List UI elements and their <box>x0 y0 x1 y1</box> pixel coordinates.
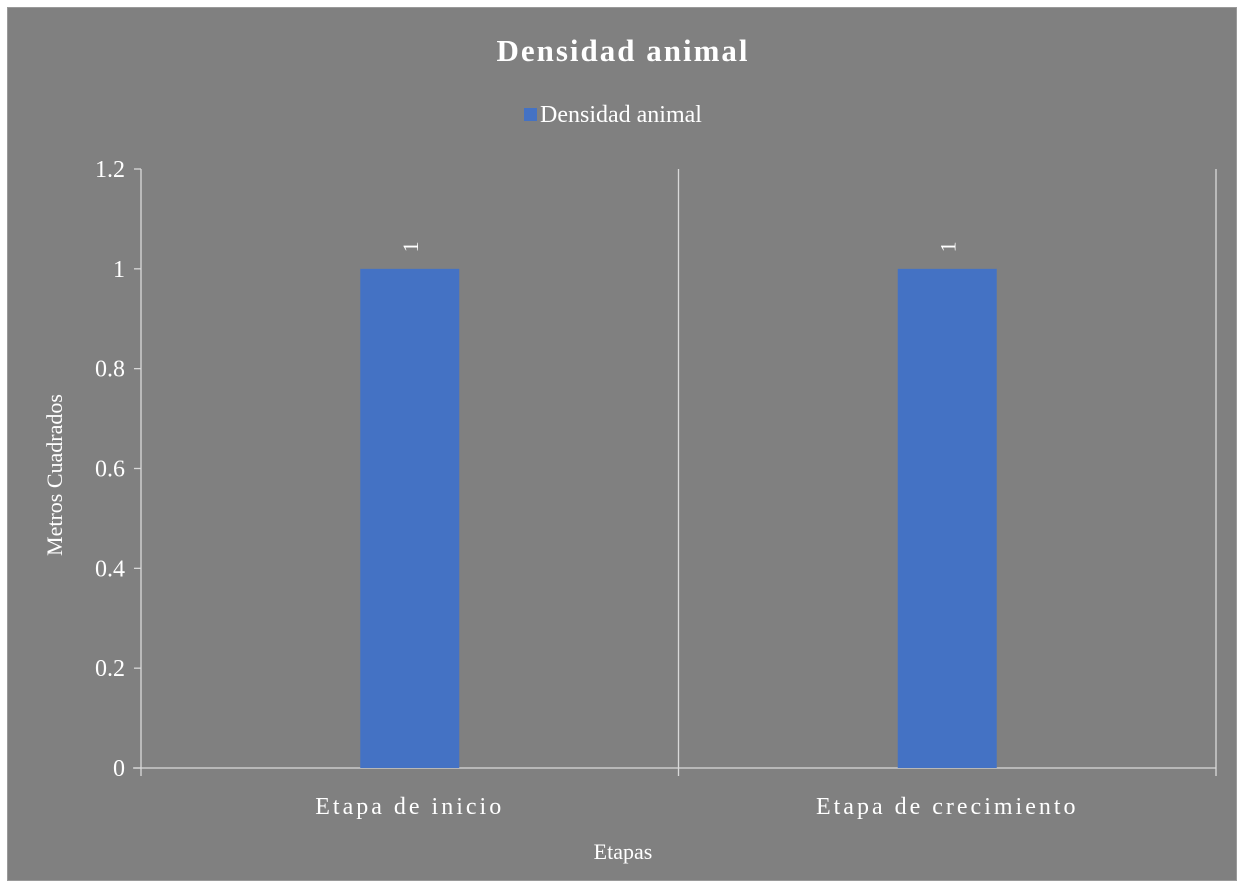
y-axis-title: Metros Cuadrados <box>42 394 67 556</box>
bar <box>897 268 997 768</box>
legend-label: Densidad animal <box>540 102 702 128</box>
data-label: 1 <box>398 241 423 252</box>
x-category-label: Etapa de inicio <box>315 794 504 820</box>
y-tick-label: 0.8 <box>95 357 125 383</box>
legend-swatch <box>524 108 537 121</box>
y-tick-label: 0.2 <box>95 656 125 682</box>
y-tick-label: 0.4 <box>95 556 125 582</box>
y-tick-label: 1.2 <box>95 157 125 183</box>
y-tick-label: 0.6 <box>95 457 125 483</box>
chart-area: Densidad animal Densidad animal 0 0.2 0.4 0… <box>7 7 1237 881</box>
y-tick-labels: 0 0.2 0.4 0.6 0.8 1 1.2 <box>95 157 125 782</box>
axes <box>133 168 1217 776</box>
data-label: 1 <box>935 241 960 252</box>
bar <box>360 268 460 768</box>
bar-chart: Densidad animal Densidad animal 00.20.40… <box>42 33 1217 864</box>
chart-title: Densidad animal <box>496 33 749 68</box>
legend: Densidad animal <box>524 102 702 128</box>
y-tick-label: 0 <box>113 756 125 782</box>
x-category-label: Etapa de crecimiento <box>816 794 1079 820</box>
bars <box>360 268 997 768</box>
x-axis-title: Etapas <box>594 839 653 864</box>
x-category-labels: Etapa de inicio Etapa de crecimiento <box>315 794 1079 820</box>
y-tick-label: 1 <box>113 257 125 283</box>
